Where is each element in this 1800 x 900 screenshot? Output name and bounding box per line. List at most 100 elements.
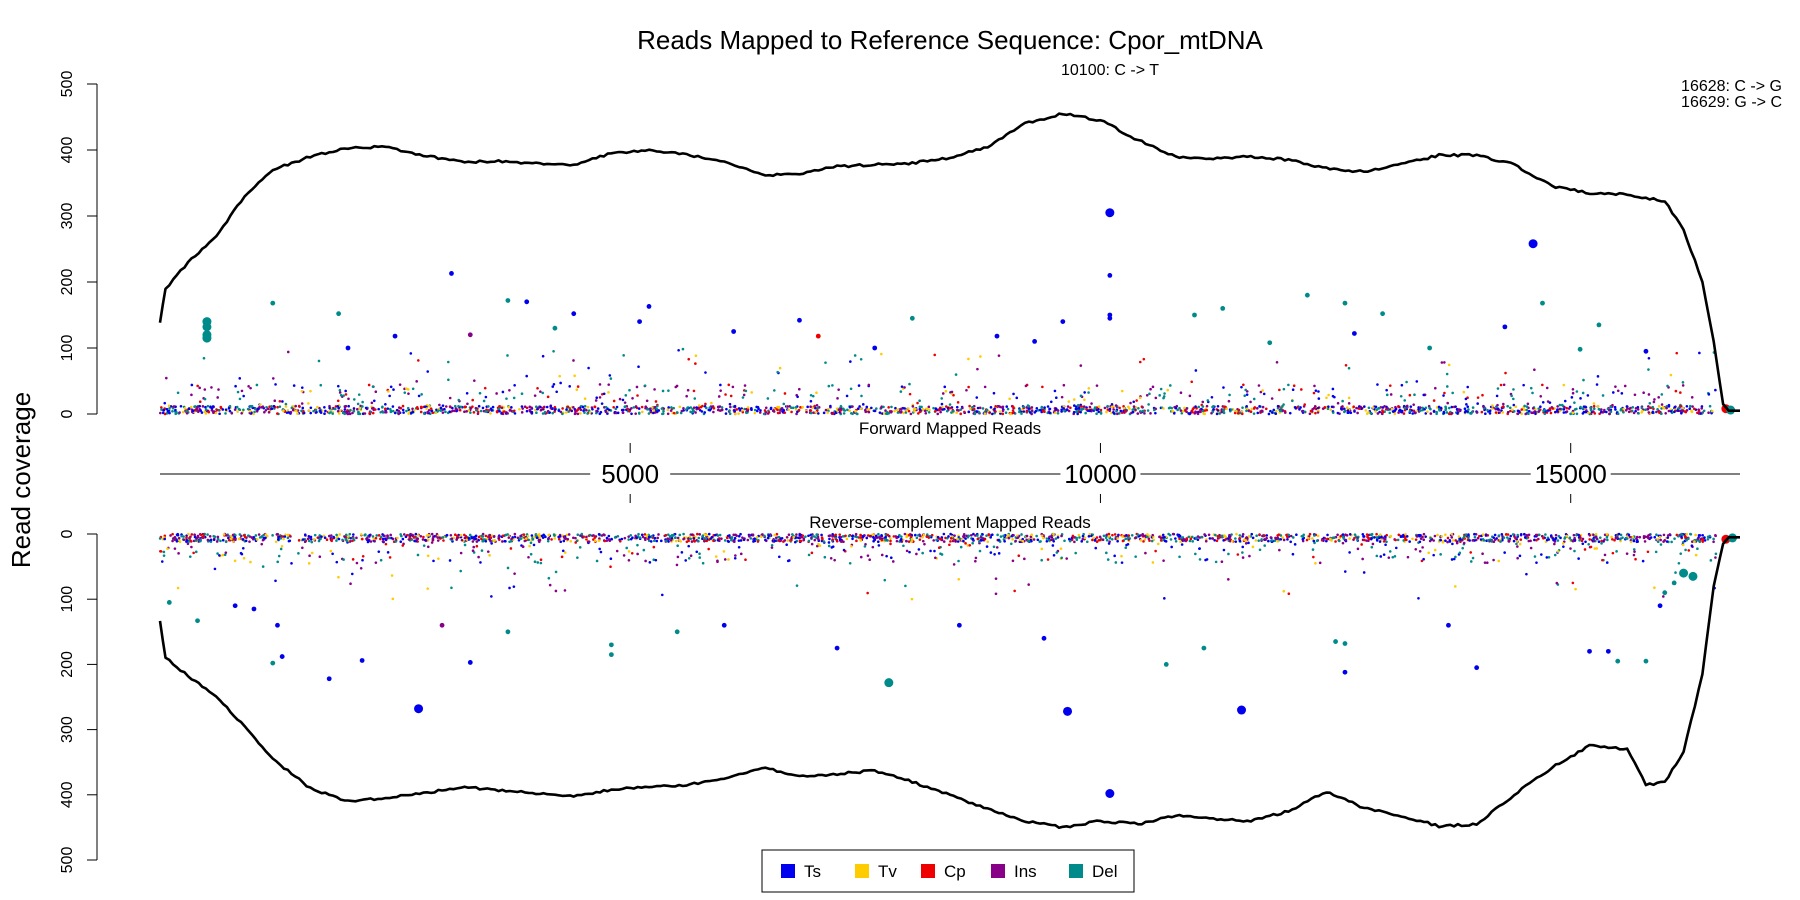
reverse-variant-noise-point bbox=[1261, 534, 1264, 538]
forward-variant-noise-point bbox=[1043, 406, 1046, 409]
forward-variant-noise-point bbox=[270, 407, 274, 411]
forward-variant-noise-point bbox=[240, 389, 244, 393]
annotation-16628: 16628: C -> G bbox=[1681, 78, 1782, 95]
reverse-variant-noise-point bbox=[645, 534, 649, 537]
reverse-variant-noise-point bbox=[465, 538, 469, 541]
forward-variant-point bbox=[1304, 292, 1310, 298]
forward-variant-noise-point bbox=[971, 405, 974, 409]
reverse-variant-noise-point bbox=[936, 535, 940, 539]
reverse-variant-noise-point bbox=[1121, 535, 1124, 538]
forward-variant-noise-point bbox=[1589, 406, 1592, 409]
forward-variant-noise-point bbox=[608, 374, 612, 377]
reverse-variant-noise-point bbox=[777, 555, 781, 559]
reverse-variant-noise-point bbox=[182, 535, 185, 538]
forward-variant-noise-point bbox=[209, 406, 212, 409]
reverse-variant-noise-point bbox=[804, 535, 807, 538]
reverse-variant-noise-point bbox=[1597, 540, 1601, 544]
reverse-variant-noise-point bbox=[477, 538, 480, 542]
forward-variant-noise-point bbox=[1225, 407, 1228, 410]
forward-variant-noise-point bbox=[1440, 361, 1444, 364]
forward-variant-noise-point bbox=[324, 409, 327, 413]
forward-variant-noise-point bbox=[1486, 408, 1489, 412]
reverse-variant-noise-point bbox=[1439, 538, 1443, 542]
forward-variant-noise-point bbox=[1467, 408, 1470, 411]
reverse-variant-noise-point bbox=[1092, 536, 1096, 540]
forward-variant-noise-point bbox=[826, 411, 829, 414]
reverse-variant-noise-point bbox=[630, 551, 634, 555]
reverse-variant-noise-point bbox=[400, 534, 403, 538]
forward-variant-noise-point bbox=[1287, 383, 1290, 387]
forward-variant-noise-point bbox=[361, 405, 364, 408]
reverse-variant-noise-point bbox=[193, 535, 197, 539]
reverse-variant-noise-point bbox=[1107, 532, 1111, 536]
reverse-variant-noise-point bbox=[751, 533, 755, 536]
forward-variant-noise-point bbox=[384, 410, 388, 414]
forward-variant-noise-point bbox=[371, 385, 375, 388]
forward-variant-noise-point bbox=[1097, 410, 1101, 414]
reverse-variant-noise-point bbox=[652, 545, 656, 549]
reverse-variant-noise-point bbox=[838, 533, 842, 536]
forward-variant-noise-point bbox=[1593, 412, 1597, 415]
reverse-variant-noise-point bbox=[1681, 543, 1685, 547]
reverse-variant-noise-point bbox=[513, 535, 517, 539]
reverse-variant-noise-point bbox=[1476, 536, 1480, 540]
reverse-variant-noise-point bbox=[1198, 558, 1202, 561]
forward-variant-noise-point bbox=[1512, 388, 1515, 391]
forward-variant-noise-point bbox=[484, 410, 488, 413]
reverse-variant-noise-point bbox=[1507, 539, 1511, 543]
forward-variant-noise-point bbox=[1567, 407, 1571, 410]
reverse-variant-noise-point bbox=[866, 554, 870, 557]
forward-variant-noise-point bbox=[1512, 397, 1515, 401]
forward-variant-noise-point bbox=[1205, 408, 1209, 412]
forward-variant-noise-point bbox=[1188, 394, 1192, 398]
reverse-variant-noise-point bbox=[1234, 540, 1238, 543]
reverse-variant-noise-point bbox=[1134, 555, 1137, 558]
forward-variant-noise-point bbox=[255, 383, 259, 387]
reverse-variant-noise-point bbox=[1126, 536, 1130, 540]
forward-variant-noise-point bbox=[1018, 408, 1021, 412]
reverse-variant-noise-point bbox=[1293, 543, 1297, 546]
reverse-variant-noise-point bbox=[1307, 536, 1310, 540]
reverse-variant-noise-point bbox=[1020, 533, 1023, 536]
forward-variant-point bbox=[1577, 346, 1583, 352]
forward-variant-noise-point bbox=[880, 406, 883, 409]
reverse-variant-noise-point bbox=[1125, 534, 1128, 537]
reverse-variant-noise-point bbox=[622, 554, 626, 557]
reverse-variant-noise-point bbox=[1545, 538, 1549, 542]
forward-variant-noise-point bbox=[1325, 396, 1328, 400]
reverse-variant-noise-point bbox=[698, 552, 701, 556]
reverse-variant-noise-point bbox=[1052, 532, 1055, 536]
reverse-variant-noise-point bbox=[1238, 536, 1241, 540]
reverse-variant-noise-point bbox=[509, 547, 513, 550]
forward-variant-noise-point bbox=[401, 404, 405, 408]
forward-variant-noise-point bbox=[1434, 386, 1437, 390]
reverse-variant-noise-point bbox=[989, 536, 992, 539]
reverse-variant-noise-point bbox=[1424, 535, 1427, 538]
reverse-variant-noise-point bbox=[572, 536, 575, 540]
forward-variant-noise-point bbox=[1136, 412, 1140, 415]
reverse-variant-noise-point bbox=[1643, 540, 1647, 543]
reverse-variant-noise-point bbox=[1263, 534, 1266, 538]
forward-variant-noise-point bbox=[899, 390, 903, 393]
reverse-variant-noise-point bbox=[957, 559, 960, 563]
forward-variant-noise-point bbox=[1342, 407, 1346, 411]
forward-variant-noise-point bbox=[328, 406, 331, 410]
reverse-variant-noise-point bbox=[1611, 551, 1615, 555]
forward-variant-noise-point bbox=[1112, 410, 1115, 414]
reverse-y-tick-label: 500 bbox=[59, 847, 76, 874]
forward-variant-noise-point bbox=[1374, 405, 1378, 409]
forward-variant-noise-point bbox=[1611, 391, 1615, 394]
reverse-variant-noise-point bbox=[1687, 549, 1691, 552]
forward-variant-noise-point bbox=[323, 412, 326, 416]
forward-variant-noise-point bbox=[1504, 371, 1507, 375]
reverse-variant-noise-point bbox=[1177, 535, 1181, 538]
forward-variant-noise-point bbox=[624, 394, 628, 397]
reverse-variant-noise-point bbox=[1267, 539, 1270, 543]
reverse-variant-noise-point bbox=[587, 540, 591, 543]
forward-variant-noise-point bbox=[1454, 405, 1457, 408]
forward-variant-noise-point bbox=[620, 408, 624, 412]
forward-variant-noise-point bbox=[854, 409, 857, 413]
reverse-variant-noise-point bbox=[919, 534, 922, 538]
forward-variant-noise-point bbox=[1103, 406, 1107, 410]
reverse-variant-noise-point bbox=[489, 539, 492, 543]
